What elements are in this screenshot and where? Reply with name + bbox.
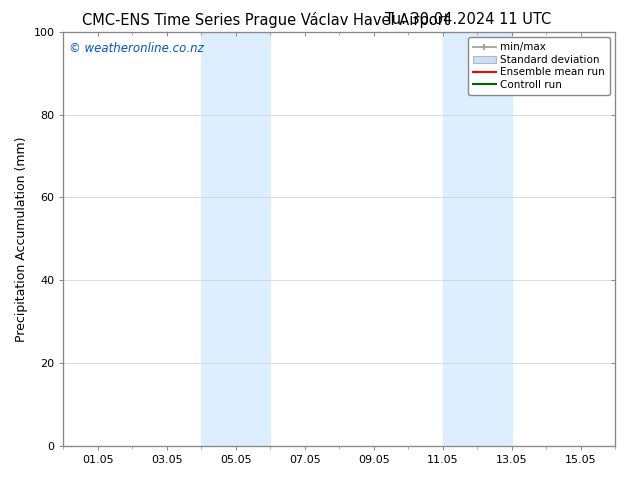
Legend: min/max, Standard deviation, Ensemble mean run, Controll run: min/max, Standard deviation, Ensemble me… [467,37,610,95]
Text: Tu. 30.04.2024 11 UTC: Tu. 30.04.2024 11 UTC [385,12,552,27]
Text: CMC-ENS Time Series Prague Václav Havel Airport: CMC-ENS Time Series Prague Václav Havel … [82,12,450,28]
Bar [443,32,512,446]
Text: © weatheronline.co.nz: © weatheronline.co.nz [69,42,204,55]
Bar [202,32,270,446]
Y-axis label: Precipitation Accumulation (mm): Precipitation Accumulation (mm) [15,136,28,342]
